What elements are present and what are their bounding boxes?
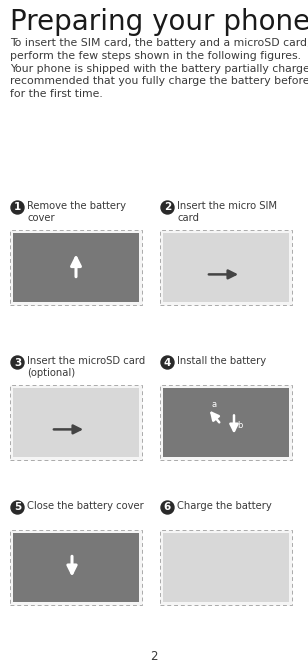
Text: Close the battery cover: Close the battery cover <box>27 501 144 511</box>
Text: Insert the microSD card
(optional): Insert the microSD card (optional) <box>27 356 145 378</box>
Text: To insert the SIM card, the battery and a microSD card, please
perform the few s: To insert the SIM card, the battery and … <box>10 38 308 99</box>
Text: a: a <box>211 400 217 409</box>
Text: 1: 1 <box>14 202 21 213</box>
Text: b: b <box>237 421 243 430</box>
Bar <box>13 533 139 602</box>
Bar <box>10 230 142 305</box>
Text: 4: 4 <box>164 357 171 367</box>
Text: 5: 5 <box>14 503 21 512</box>
Circle shape <box>161 356 174 369</box>
Text: 2: 2 <box>150 650 158 663</box>
Text: 3: 3 <box>14 357 21 367</box>
Circle shape <box>11 356 24 369</box>
Bar <box>10 530 142 605</box>
Bar <box>10 385 142 460</box>
Text: 6: 6 <box>164 503 171 512</box>
Circle shape <box>11 201 24 214</box>
Bar <box>160 385 292 460</box>
Bar <box>163 388 289 457</box>
Circle shape <box>11 501 24 514</box>
Circle shape <box>161 201 174 214</box>
Bar <box>13 388 139 457</box>
Bar <box>163 233 289 302</box>
Text: Preparing your phone: Preparing your phone <box>10 8 308 36</box>
Text: Install the battery: Install the battery <box>177 356 266 366</box>
Bar <box>160 530 292 605</box>
Text: 2: 2 <box>164 202 171 213</box>
Text: Charge the battery: Charge the battery <box>177 501 272 511</box>
Bar <box>163 533 289 602</box>
Bar <box>160 230 292 305</box>
Text: Insert the micro SIM
card: Insert the micro SIM card <box>177 201 277 223</box>
Bar <box>13 233 139 302</box>
Text: Remove the battery
cover: Remove the battery cover <box>27 201 126 223</box>
Circle shape <box>161 501 174 514</box>
